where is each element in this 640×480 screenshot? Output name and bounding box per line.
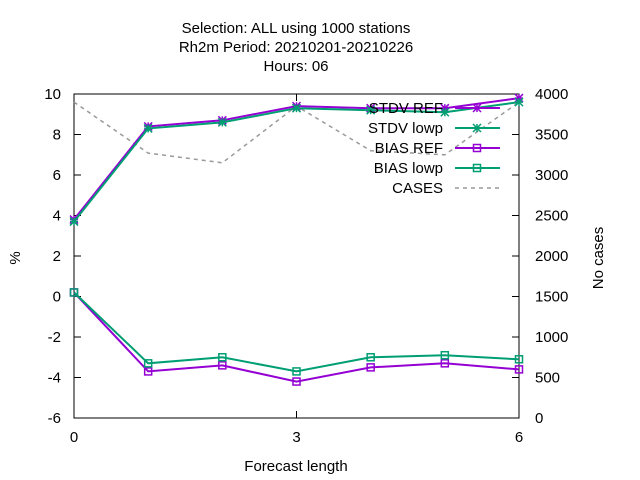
data-point	[292, 367, 301, 376]
title-line-1: Selection: ALL using 1000 stations	[182, 20, 411, 37]
x-tick-label: 0	[70, 429, 78, 446]
data-point	[514, 97, 524, 107]
y-tick-label: 6	[53, 167, 61, 184]
y2-tick-label: 0	[535, 410, 543, 427]
y-tick-label: -4	[48, 370, 61, 387]
data-point	[366, 353, 375, 362]
legend-item: STDV lowp	[368, 120, 500, 137]
y-tick-label: 4	[53, 208, 61, 225]
x-axis-label: Forecast length	[244, 458, 347, 475]
series-line	[73, 291, 520, 373]
y-tick-label: -2	[48, 329, 61, 346]
data-point	[218, 361, 227, 370]
data-point	[514, 365, 524, 374]
legend-marker	[472, 163, 482, 173]
x-tick-label: 6	[515, 429, 523, 446]
chart-title: Selection: ALL using 1000 stations Rh2m …	[179, 20, 413, 75]
data-point	[291, 103, 302, 113]
y-tick-label: 8	[53, 127, 61, 144]
data-point	[514, 93, 524, 103]
y2-tick-label: 1500	[535, 289, 568, 306]
legend-item: STDV REF	[369, 100, 500, 117]
axis-ticks: -6 -4 -2 0 2 4 6 8 10 0 500 1000 1500 2000 2500 3000 350…	[44, 86, 568, 446]
data-point	[440, 350, 450, 360]
data-point	[69, 217, 79, 227]
series-bias-ref	[69, 288, 524, 386]
legend-label: STDV lowp	[368, 120, 443, 137]
series-bias-lowp	[69, 288, 524, 376]
plot-frame	[73, 93, 520, 419]
legend-label: STDV REF	[369, 100, 443, 117]
y2-tick-label: 3000	[535, 167, 568, 184]
legend-label: CASES	[392, 180, 443, 197]
data-point	[143, 123, 153, 133]
title-line-2: Rh2m Period: 20210201-20210226	[179, 39, 413, 56]
y2-tick-label: 500	[535, 370, 560, 387]
y-axis-label: %	[7, 251, 24, 264]
legend: STDV REF STDV lowp BIAS REF BIAS lowp CASES	[368, 100, 500, 197]
legend-item: CASES	[392, 180, 500, 197]
series-line	[73, 291, 520, 383]
y2-tick-label: 4000	[535, 86, 568, 103]
y-tick-label: -6	[48, 410, 61, 427]
series-layer	[69, 93, 524, 386]
data-point	[143, 367, 153, 376]
y2-tick-label: 1000	[535, 329, 568, 346]
y-tick-label: 0	[53, 289, 61, 306]
data-point	[440, 359, 450, 368]
title-line-3: Hours: 06	[263, 58, 328, 75]
y2-axis-label: No cases	[590, 227, 607, 290]
legend-label: BIAS REF	[375, 140, 443, 157]
legend-marker	[472, 143, 482, 153]
data-point	[218, 353, 227, 362]
y-tick-label: 10	[44, 86, 61, 103]
data-point	[217, 117, 227, 127]
legend-marker	[472, 123, 482, 133]
series-line	[73, 101, 520, 223]
data-point	[366, 105, 376, 115]
legend-marker	[472, 103, 482, 113]
y2-tick-label: 2500	[535, 208, 568, 225]
legend-label: BIAS lowp	[374, 160, 443, 177]
data-point	[440, 107, 450, 117]
data-point	[143, 359, 153, 368]
legend-item: BIAS REF	[375, 140, 500, 157]
y2-tick-label: 2000	[535, 248, 568, 265]
data-point	[292, 377, 301, 386]
y-tick-label: 2	[53, 248, 61, 265]
y2-tick-label: 3500	[535, 127, 568, 144]
legend-item: BIAS lowp	[374, 160, 500, 177]
x-tick-label: 3	[292, 429, 300, 446]
data-point	[69, 288, 79, 297]
series-stdv-ref	[69, 93, 524, 225]
data-point	[514, 355, 524, 364]
data-point	[366, 363, 375, 372]
series-stdv-lowp	[69, 97, 524, 227]
series-line	[73, 97, 520, 221]
